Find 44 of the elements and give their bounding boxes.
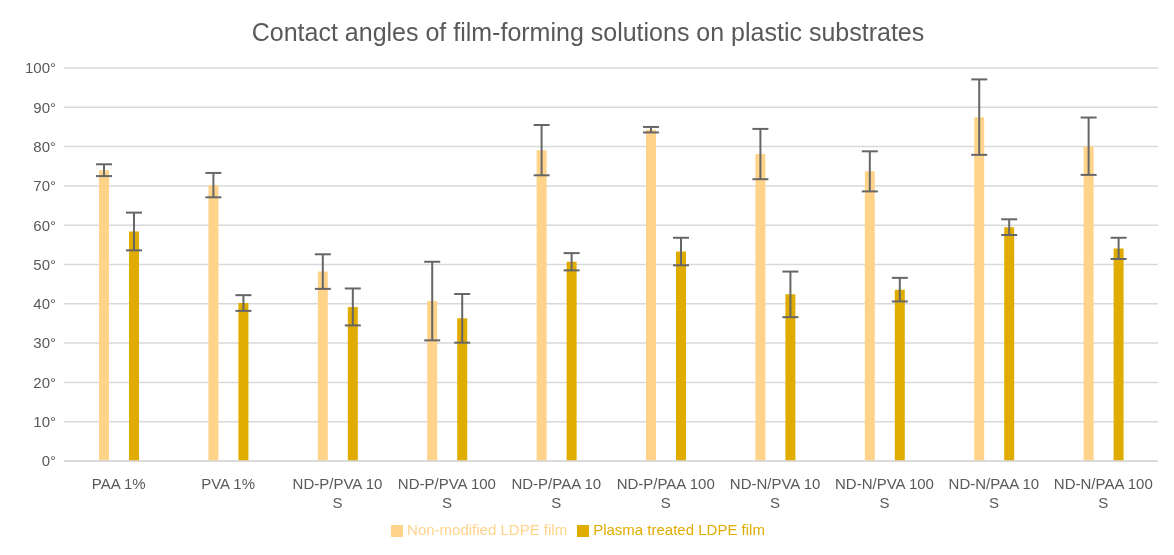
bar <box>755 154 766 461</box>
bar <box>536 150 547 461</box>
bar <box>347 306 358 461</box>
x-tick-label: ND-P/PVA 100 S <box>397 475 496 511</box>
bar <box>238 303 249 461</box>
bar <box>566 261 577 461</box>
y-tick-label: 60° <box>33 216 56 234</box>
y-tick-label: 90° <box>33 98 56 116</box>
y-tick-label: 80° <box>33 137 56 155</box>
x-tick-label: ND-N/PAA 10 S <box>948 475 1040 511</box>
legend-label: Plasma treated LDPE film <box>593 521 765 538</box>
bar <box>676 251 687 461</box>
y-tick-label: 20° <box>33 373 56 391</box>
y-tick-label: 40° <box>33 295 56 313</box>
legend-label: Non-modified LDPE film <box>407 521 568 538</box>
bar <box>894 289 905 461</box>
y-tick-label: 10° <box>33 413 56 431</box>
bar <box>974 117 985 461</box>
x-tick-label: PVA 1% <box>201 475 256 492</box>
y-tick-label: 0° <box>41 452 56 470</box>
x-tick-label: ND-N/PVA 100 S <box>835 475 934 511</box>
x-tick-label: ND-P/PAA 100 S <box>616 475 715 511</box>
y-tick-label: 70° <box>33 177 56 195</box>
bar <box>1113 248 1124 461</box>
x-tick-label: PAA 1% <box>91 475 146 492</box>
y-tick-label: 100° <box>24 59 56 77</box>
bar <box>427 301 438 461</box>
y-tick-label: 30° <box>33 334 56 352</box>
bar <box>99 170 110 461</box>
x-tick-label: ND-P/PVA 10 S <box>292 475 383 511</box>
bar <box>1083 146 1094 461</box>
chart-title: Contact angles of film-forming solutions on plastic substrates <box>250 17 926 48</box>
x-tick-label: ND-N/PAA 100 S <box>1053 475 1153 511</box>
x-tick-label: ND-N/PVA 10 S <box>729 475 821 511</box>
bar <box>785 294 796 461</box>
bar <box>457 318 468 461</box>
bar <box>646 129 657 461</box>
bar <box>864 171 875 461</box>
bar <box>208 185 219 461</box>
bar <box>129 231 140 461</box>
x-tick-label: ND-P/PAA 10 S <box>511 475 602 511</box>
y-tick-label: 50° <box>33 255 56 273</box>
bar <box>1004 227 1015 461</box>
bar <box>317 271 328 461</box>
